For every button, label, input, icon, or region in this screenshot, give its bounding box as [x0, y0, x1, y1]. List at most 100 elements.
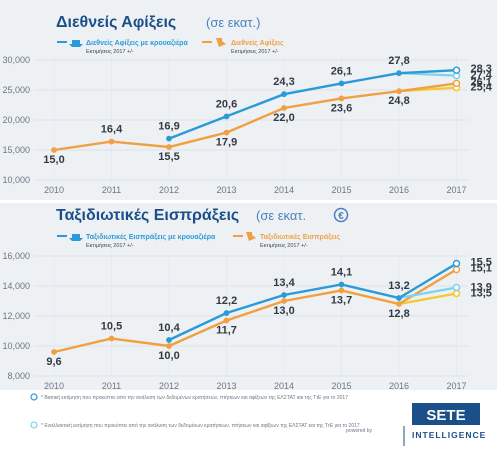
arrivals-data-label: 26,1	[331, 65, 352, 77]
receipts-point	[281, 292, 287, 298]
footnote-alt-estimate: * Εναλλακτική εκτίμηση που προκύπτει από…	[41, 422, 360, 429]
receipts-data-label: 15,5	[471, 257, 492, 269]
arrivals-y-axis: 10,000 15,000 20,000 25,000 30,000	[2, 55, 30, 185]
receipts-x-tick-label: 2016	[389, 381, 409, 391]
euro-icon-symbol: €	[338, 211, 344, 222]
arrivals-y-tick-label: 25,000	[2, 85, 30, 95]
arrivals-x-tick-label: 2010	[44, 185, 64, 195]
receipts-point	[396, 295, 402, 301]
receipts-x-tick-label: 2017	[446, 381, 466, 391]
footnote-base-estimate: * Βασική εκτίμηση που προκύπτει από την …	[41, 394, 348, 401]
legend-cruise-sub: Εκτιμήσεις 2017 +/-	[86, 48, 134, 55]
legend-cruise-receipts: Ταξιδιωτικές Εισπράξεις με κρουαζιέρα Εκ…	[57, 234, 216, 249]
receipts-point	[166, 337, 172, 343]
receipts-point	[223, 317, 230, 324]
arrivals-point	[166, 135, 172, 142]
arrivals-title-text: Διεθνείς Αφίξεις	[56, 14, 176, 31]
arrivals-series-line	[53, 82, 457, 152]
arrivals-grid	[34, 56, 468, 181]
arrivals-x-tick-label: 2013	[216, 185, 236, 195]
receipts-point	[338, 281, 345, 288]
receipts-data-label: 10,5	[101, 321, 122, 333]
legend-receipts-label: Ταξιδιωτικές Εισπράξεις	[260, 234, 341, 241]
footer: * Βασική εκτίμηση που προκύπτει από την …	[30, 393, 485, 446]
arrivals-point	[396, 88, 402, 95]
receipts-point	[452, 265, 461, 274]
arrivals-y-tick-label: 15,000	[2, 145, 30, 155]
arrivals-data-label: 27,8	[388, 55, 409, 67]
receipts-point	[281, 298, 287, 304]
receipts-data-label: 15,1	[471, 263, 492, 275]
arrivals-alt-data-label: 27,4	[471, 70, 493, 82]
receipts-series	[51, 259, 461, 355]
arrivals-data-label: 22,0	[273, 112, 294, 124]
powered-by-text: powered by	[346, 428, 372, 434]
legend-cruise-arrivals: Διεθνείς Αφίξεις με κρουαζιέρα Εκτιμήσει…	[57, 40, 188, 55]
receipts-title: Ταξιδιωτικές Εισπράξεις (σε εκατ. €	[56, 207, 349, 224]
legend-receipts-sub: Εκτιμήσεις 2017 +/-	[260, 242, 308, 249]
receipts-point-alt	[452, 283, 461, 292]
receipts-data-label: 13,2	[388, 280, 409, 292]
arrivals-data-label: 20,6	[216, 98, 237, 110]
receipts-point	[51, 349, 57, 355]
receipts-series-alt-line	[398, 292, 457, 306]
ship-icon	[69, 40, 83, 47]
legend-cruise-receipts-label: Ταξιδιωτικές Εισπράξεις με κρουαζιέρα	[86, 234, 216, 241]
receipts-data-labels: 9,6 10,5 10,0 11,7 13,0 13,7 12,8 15,1 13,5 10,4 1…	[46, 257, 492, 369]
receipts-series-line	[53, 268, 458, 354]
receipts-x-tick-label: 2010	[44, 381, 64, 391]
arrivals-x-tick-label: 2017	[446, 185, 466, 195]
arrivals-x-tick-label: 2014	[274, 185, 294, 195]
arrivals-x-axis: 2010 2011 2012 2013 2014 2015 2016 2017	[44, 185, 467, 195]
receipts-chart: Ταξιδιωτικές Εισπράξεις (σε εκατ. € 8,00…	[2, 207, 491, 391]
legend-arrivals-sub: Εκτιμήσεις 2017 +/-	[231, 48, 279, 55]
euro-icon	[333, 207, 349, 223]
arrivals-point	[281, 91, 287, 98]
arrivals-point	[452, 79, 461, 88]
arrivals-point	[396, 70, 402, 77]
note2-bullet-icon	[30, 421, 38, 429]
legend-arrivals: Διεθνείς Αφίξεις Εκτιμήσεις 2017 +/-	[202, 38, 284, 55]
receipts-data-label: 10,0	[158, 350, 179, 362]
receipts-data-label: 10,4	[158, 322, 180, 334]
arrivals-x-tick-label: 2012	[159, 185, 179, 195]
arrivals-point	[223, 113, 230, 120]
receipts-data-label: 13,4	[273, 277, 295, 289]
arrivals-series	[51, 66, 461, 153]
receipts-x-axis: 2010 2011 2012 2013 2014 2015 2016 2017	[44, 381, 467, 391]
arrivals-x-tick-label: 2015	[331, 185, 351, 195]
receipts-point	[223, 310, 230, 316]
legend-arrivals-label: Διεθνείς Αφίξεις	[231, 40, 284, 47]
receipts-x-tick-label: 2012	[159, 381, 179, 391]
receipts-y-tick-label: 14,000	[2, 281, 30, 291]
panel-receipts-bg	[0, 203, 497, 390]
arrivals-data-labels: 15,016,415,517,922,023,624,826,125,416,9…	[43, 55, 493, 166]
receipts-data-label: 13,0	[273, 305, 294, 317]
legend-cruise-label: Διεθνείς Αφίξεις με κρουαζιέρα	[86, 40, 188, 47]
arrivals-legend: Διεθνείς Αφίξεις με κρουαζιέρα Εκτιμήσει…	[57, 38, 284, 55]
receipts-point	[452, 259, 461, 268]
arrivals-point	[338, 80, 345, 87]
arrivals-title: Διεθνείς Αφίξεις (σε εκατ.)	[56, 14, 261, 31]
receipts-y-tick-label: 10,000	[2, 341, 30, 351]
arrivals-point	[281, 105, 287, 111]
ship-icon	[69, 234, 83, 241]
sete-logo-text: SETE	[426, 407, 465, 424]
arrivals-data-label: 23,6	[331, 102, 352, 114]
receipts-title-text: Ταξιδιωτικές Εισπράξεις	[56, 207, 239, 224]
receipts-data-label: 12,8	[388, 308, 409, 320]
arrivals-alt-data-label: 25,4	[471, 82, 493, 94]
arrivals-x-tick-label: 2016	[389, 185, 409, 195]
arrivals-data-label: 28,3	[471, 63, 492, 75]
arrivals-point	[108, 138, 115, 145]
arrivals-data-label: 15,5	[158, 151, 179, 163]
receipts-data-label: 11,7	[216, 325, 237, 337]
receipts-alt-data-label: 13,5	[471, 288, 492, 300]
arrivals-data-label: 16,4	[101, 124, 123, 136]
arrivals-data-label: 26,1	[471, 76, 492, 88]
receipts-data-label: 12,2	[216, 295, 237, 307]
arrivals-data-label: 24,3	[273, 76, 294, 88]
legend-receipts: Ταξιδιωτικές Εισπράξεις Εκτιμήσεις 2017 …	[233, 232, 341, 249]
arrivals-point	[223, 129, 230, 136]
